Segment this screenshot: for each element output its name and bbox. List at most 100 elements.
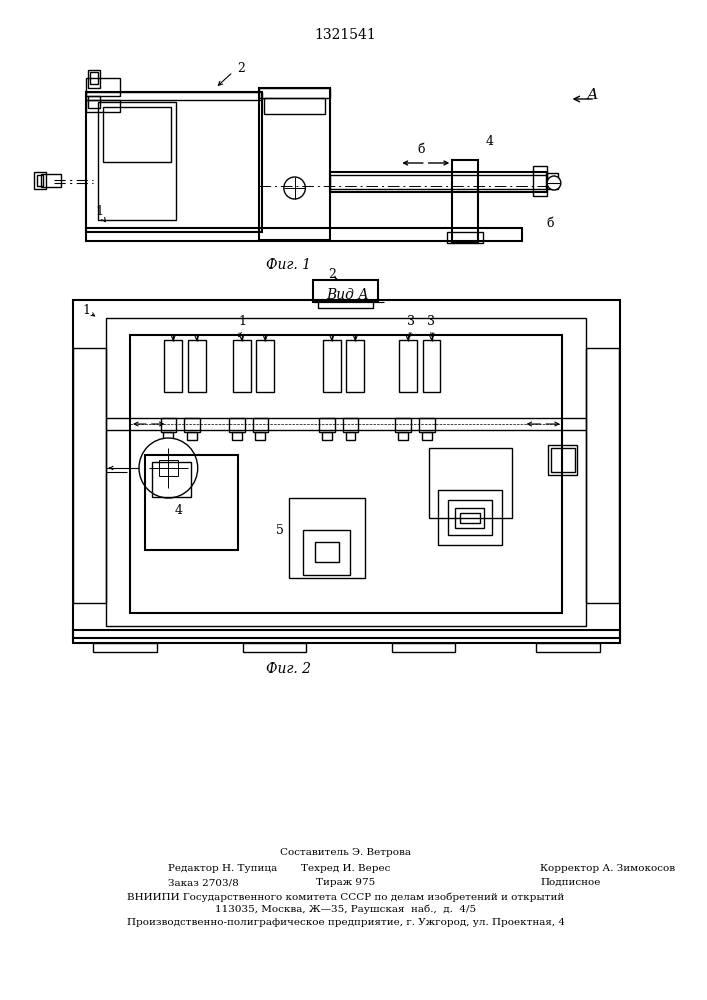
Bar: [187, 432, 197, 440]
Text: 4: 4: [175, 504, 183, 516]
Bar: [288, 498, 365, 578]
Text: 1: 1: [239, 315, 247, 328]
Text: Корректор А. Зимокосов: Корректор А. Зимокосов: [540, 864, 675, 873]
Text: 5: 5: [276, 524, 284, 536]
Bar: [165, 340, 182, 392]
Bar: [86, 92, 262, 232]
Bar: [130, 335, 562, 613]
Text: 113035, Москва, Ж—35, Раушская  наб.,  д.  4/5: 113035, Москва, Ж—35, Раушская наб., д. …: [215, 905, 476, 914]
Bar: [419, 418, 435, 432]
Bar: [98, 102, 176, 220]
Bar: [229, 418, 245, 432]
Bar: [86, 100, 120, 112]
Bar: [158, 460, 178, 476]
Bar: [145, 455, 238, 550]
Text: 2: 2: [237, 62, 245, 75]
Bar: [34, 172, 46, 189]
Bar: [37, 175, 43, 186]
Bar: [318, 300, 373, 308]
Bar: [303, 530, 351, 575]
Text: Составитель Э. Ветрова: Составитель Э. Ветрова: [280, 848, 411, 857]
Bar: [452, 160, 478, 242]
Bar: [395, 418, 411, 432]
Bar: [188, 340, 206, 392]
Bar: [232, 432, 242, 440]
Bar: [330, 172, 547, 192]
Bar: [455, 508, 484, 528]
Bar: [103, 107, 171, 162]
Bar: [313, 280, 378, 302]
Bar: [438, 490, 502, 545]
Text: Фиг. 1: Фиг. 1: [267, 258, 311, 272]
Bar: [399, 340, 417, 392]
Bar: [86, 78, 120, 96]
Bar: [264, 98, 325, 114]
Bar: [243, 643, 306, 652]
Bar: [255, 432, 265, 440]
Text: 3: 3: [426, 315, 435, 328]
Bar: [428, 448, 512, 518]
Text: 1: 1: [82, 304, 90, 316]
Bar: [586, 348, 619, 603]
Bar: [343, 418, 358, 432]
Bar: [547, 173, 558, 189]
Bar: [319, 418, 334, 432]
Text: ВНИИПИ Государственного комитета СССР по делам изобретений и открытий: ВНИИПИ Государственного комитета СССР по…: [127, 892, 564, 902]
Bar: [537, 643, 600, 652]
Text: Производственно-полиграфическое предприятие, г. Ужгород, ул. Проектная, 4: Производственно-полиграфическое предприя…: [127, 918, 564, 927]
Bar: [74, 300, 619, 638]
Bar: [448, 232, 483, 243]
Text: 1321541: 1321541: [315, 28, 376, 42]
Text: б: б: [547, 217, 554, 230]
Bar: [152, 462, 191, 497]
Text: А: А: [588, 88, 599, 102]
Bar: [88, 70, 100, 88]
Circle shape: [547, 176, 561, 190]
Bar: [259, 88, 330, 240]
Text: 1: 1: [96, 205, 104, 218]
Text: Вид А: Вид А: [326, 288, 369, 302]
Bar: [534, 166, 547, 196]
Text: Заказ 2703/8: Заказ 2703/8: [168, 878, 239, 887]
Text: 2: 2: [328, 268, 336, 282]
Bar: [163, 432, 173, 440]
Bar: [423, 340, 440, 392]
Text: Техред И. Верес: Техред И. Верес: [300, 864, 390, 873]
Bar: [74, 630, 619, 643]
Bar: [259, 88, 330, 98]
Bar: [106, 318, 586, 626]
Bar: [322, 432, 332, 440]
Bar: [233, 340, 250, 392]
Text: 3: 3: [407, 315, 415, 328]
Bar: [392, 643, 455, 652]
Text: Фиг. 2: Фиг. 2: [267, 662, 311, 676]
Bar: [184, 418, 199, 432]
Bar: [551, 448, 575, 472]
Text: Редактор Н. Тупица: Редактор Н. Тупица: [168, 864, 278, 873]
Text: Тираж 975: Тираж 975: [316, 878, 375, 887]
Bar: [315, 542, 339, 562]
Bar: [93, 643, 157, 652]
Bar: [88, 96, 100, 108]
Bar: [346, 340, 364, 392]
Bar: [74, 348, 106, 603]
Circle shape: [284, 177, 305, 199]
Circle shape: [139, 438, 198, 498]
Bar: [330, 175, 547, 189]
Bar: [398, 432, 408, 440]
Text: 4: 4: [486, 135, 493, 148]
Bar: [86, 228, 522, 241]
Bar: [160, 418, 176, 432]
Bar: [460, 513, 479, 523]
Bar: [257, 340, 274, 392]
Text: б: б: [417, 143, 425, 156]
Bar: [346, 432, 356, 440]
Bar: [448, 500, 492, 535]
Bar: [252, 418, 268, 432]
Bar: [90, 72, 98, 84]
Bar: [422, 432, 432, 440]
Text: Подписное: Подписное: [540, 878, 601, 887]
Bar: [41, 174, 61, 187]
Bar: [86, 92, 262, 100]
Bar: [548, 445, 578, 475]
